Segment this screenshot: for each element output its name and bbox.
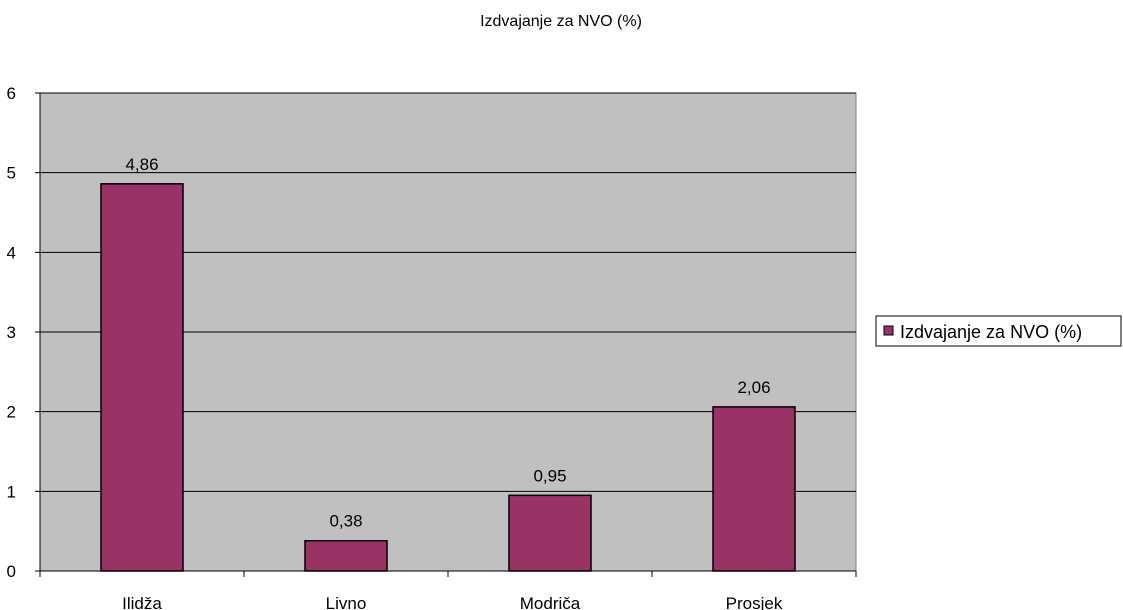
y-tick-label: 6 [7, 84, 16, 103]
bar [508, 494, 592, 572]
legend-label: Izdvajanje za NVO (%) [900, 322, 1082, 342]
bar-value-label: 0,95 [533, 466, 566, 485]
bars [100, 183, 796, 572]
bar-value-label: 0,38 [329, 512, 362, 531]
chart-title: Izdvajanje za NVO (%) [480, 13, 642, 30]
x-axis: Ilidža Livno Modriča Prosjek [39, 570, 857, 610]
y-axis: 0 1 2 3 4 5 6 [7, 84, 41, 581]
legend: Izdvajanje za NVO (%) [875, 315, 1122, 347]
x-category-label: Modriča [520, 594, 581, 610]
x-category-label: Ilidža [122, 594, 162, 610]
bar [100, 183, 184, 572]
bar [304, 539, 388, 572]
value-labels: 4,86 0,38 0,95 2,06 [125, 155, 770, 531]
x-category-label: Prosjek [726, 594, 783, 610]
legend-box [875, 315, 1122, 347]
y-tick-label: 4 [7, 243, 16, 262]
x-category-label: Livno [326, 594, 367, 610]
legend-swatch [883, 325, 894, 336]
bar-value-label: 2,06 [737, 378, 770, 397]
y-tick-label: 1 [7, 482, 16, 501]
bar-value-label: 4,86 [125, 155, 158, 174]
y-tick-label: 0 [7, 562, 16, 581]
bar [712, 406, 796, 572]
y-tick-label: 5 [7, 164, 16, 183]
y-tick-label: 2 [7, 403, 16, 422]
y-tick-label: 3 [7, 323, 16, 342]
